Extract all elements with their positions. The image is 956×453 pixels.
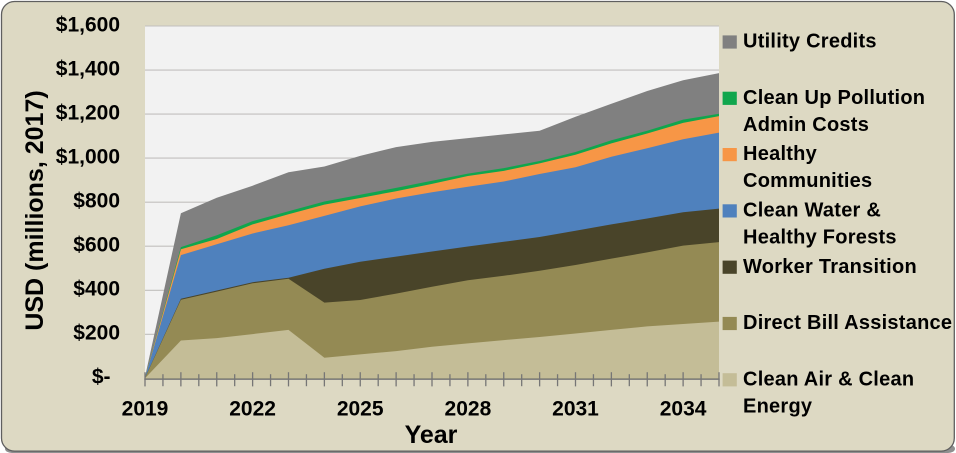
svg-text:$1,600: $1,600 [56, 13, 120, 36]
svg-text:2031: 2031 [552, 398, 599, 421]
svg-text:Energy: Energy [743, 395, 813, 417]
svg-text:Communities: Communities [743, 170, 872, 192]
svg-text:Utility Credits: Utility Credits [743, 31, 877, 53]
svg-text:$1,000: $1,000 [56, 145, 120, 168]
svg-text:2025: 2025 [337, 398, 384, 421]
svg-text:Direct Bill Assistance: Direct Bill Assistance [743, 312, 952, 334]
svg-text:$200: $200 [73, 322, 120, 345]
svg-text:2028: 2028 [445, 398, 492, 421]
svg-text:Admin Costs: Admin Costs [743, 114, 869, 136]
svg-text:$-: $- [92, 366, 111, 389]
svg-text:$1,200: $1,200 [56, 101, 120, 124]
svg-text:2022: 2022 [229, 398, 276, 421]
svg-text:$800: $800 [73, 190, 120, 213]
svg-text:USD (millions, 2017): USD (millions, 2017) [21, 90, 49, 330]
svg-text:$600: $600 [73, 234, 120, 257]
svg-text:Worker Transition: Worker Transition [743, 256, 917, 278]
svg-text:$1,400: $1,400 [56, 57, 120, 80]
svg-text:Clean Air & Clean: Clean Air & Clean [743, 368, 914, 390]
svg-text:Clean Up Pollution: Clean Up Pollution [743, 87, 925, 109]
svg-text:2019: 2019 [122, 398, 169, 421]
svg-text:Healthy: Healthy [743, 143, 818, 165]
svg-text:2034: 2034 [660, 398, 707, 421]
svg-text:Healthy Forests: Healthy Forests [743, 227, 897, 249]
svg-text:Year: Year [405, 421, 458, 449]
svg-text:Clean Water &: Clean Water & [743, 200, 881, 222]
svg-text:$400: $400 [73, 278, 120, 301]
